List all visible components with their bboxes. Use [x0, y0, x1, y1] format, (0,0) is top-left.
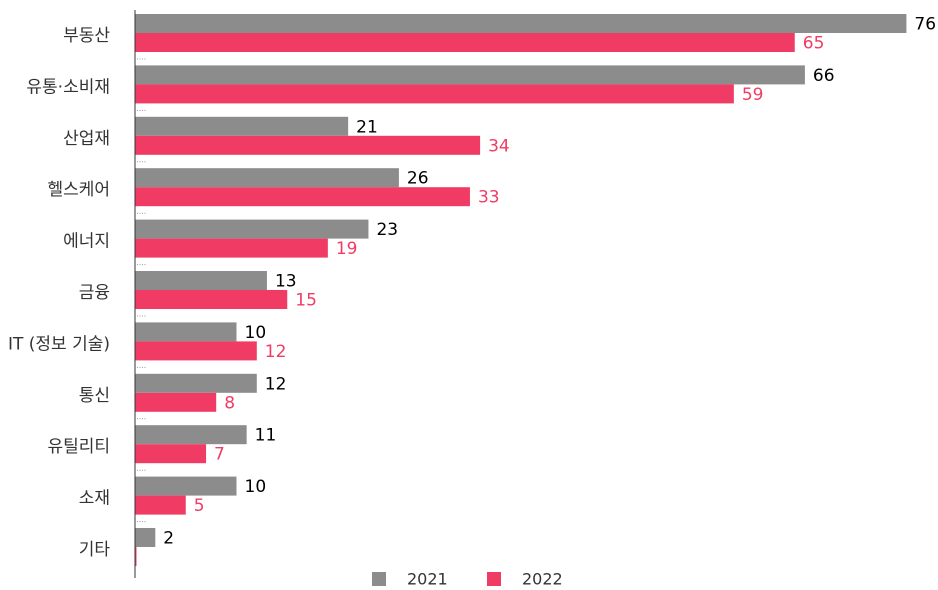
- data-label-2021: 2: [163, 529, 174, 549]
- data-label-2021: 66: [813, 66, 835, 86]
- bar-2022: [135, 341, 257, 361]
- data-label-2022: 5: [194, 496, 205, 516]
- bar-2021: [135, 116, 349, 136]
- bar-2021: [135, 322, 237, 342]
- bar-2022: [135, 187, 470, 207]
- bar-2022: [135, 135, 481, 155]
- bar-2021: [135, 65, 805, 85]
- category-label: 유틸리티: [47, 437, 110, 457]
- bar-2021: [135, 168, 399, 188]
- data-label-2022: 7: [214, 445, 225, 465]
- category-label: 헬스케어: [47, 180, 110, 200]
- data-label-2021: 76: [914, 15, 936, 35]
- bar-2021: [135, 219, 369, 239]
- data-label-2021: 10: [245, 323, 267, 343]
- bar-2022: [135, 84, 734, 104]
- bar-2021: [135, 476, 237, 496]
- bar-2022: [135, 392, 217, 412]
- bar-2021: [135, 14, 907, 33]
- category-label: 부동산: [63, 26, 110, 46]
- bar-2022: [135, 238, 328, 258]
- category-label: IT (정보 기술): [8, 334, 110, 354]
- bar-2022: [135, 33, 795, 52]
- data-label-2021: 21: [356, 117, 378, 137]
- bars-layer: [135, 14, 907, 566]
- data-label-2022: 34: [488, 136, 510, 156]
- category-label: 소재: [79, 489, 110, 509]
- data-label-2022: 12: [265, 342, 287, 362]
- category-label: 에너지: [63, 232, 110, 252]
- data-label-2022: 19: [336, 239, 358, 259]
- data-label-2021: 10: [245, 477, 267, 497]
- legend-label-2021: 2021: [407, 570, 448, 589]
- legend-swatch-2021: [372, 572, 386, 586]
- bar-2021: [135, 373, 257, 393]
- data-label-2021: 23: [376, 220, 398, 240]
- bar-2022: [135, 495, 186, 515]
- data-label-2022: 8: [224, 393, 235, 413]
- category-label: 통신: [79, 386, 110, 406]
- data-label-2021: 13: [275, 272, 297, 292]
- bar-2021: [135, 528, 156, 547]
- data-label-2021: 12: [265, 374, 287, 394]
- category-label: 기타: [79, 540, 111, 560]
- data-label-2022: 33: [478, 188, 500, 208]
- data-label-2022: 65: [803, 34, 825, 54]
- data-label-2021: 26: [407, 169, 429, 189]
- category-label: 산업재: [63, 129, 110, 149]
- bar-2021: [135, 271, 267, 290]
- bar-2021: [135, 425, 247, 445]
- category-label: 유통·소비재: [26, 77, 110, 97]
- legend-swatch-2022: [487, 572, 501, 586]
- legend-label-2022: 2022: [522, 570, 563, 589]
- data-label-2022: 15: [295, 291, 317, 311]
- bar-2022: [135, 547, 137, 566]
- data-label-2021: 11: [255, 426, 277, 446]
- legend: 2021 2022: [372, 570, 563, 589]
- data-label-2022: 59: [742, 85, 764, 105]
- category-label: 금융: [79, 283, 110, 303]
- bar-2022: [135, 290, 288, 309]
- bar-2022: [135, 444, 207, 464]
- labels-layer: 부동산 76 65 유통·소비재 66 59 산업재 21 34 헬스케어 26 33 에너지 23 19 금…: [8, 15, 936, 561]
